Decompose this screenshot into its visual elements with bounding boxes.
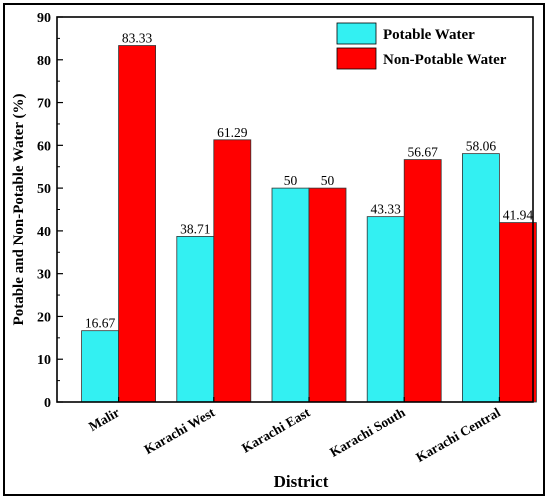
data-label: 83.33 xyxy=(122,31,153,46)
plot-area xyxy=(56,16,534,403)
potable-bar-4 xyxy=(366,216,405,403)
chart-frame xyxy=(3,3,545,496)
potable-bar-2 xyxy=(176,236,215,403)
potable-bar-3 xyxy=(271,187,310,403)
non-potable-bar-1 xyxy=(118,45,156,403)
y-tick-label: 30 xyxy=(37,268,51,283)
data-label: 38.71 xyxy=(180,221,210,236)
y-tick-label: 70 xyxy=(37,97,51,112)
legend-label-potable: Potable Water xyxy=(383,27,475,43)
y-axis-ticks: 0 10 20 30 40 50 60 70 80 90 xyxy=(37,11,63,411)
data-label: 56.67 xyxy=(408,145,439,160)
data-label: 58.06 xyxy=(466,139,497,154)
x-tick-label: Karachi East xyxy=(239,404,313,455)
x-axis-categories: Malir Karachi West Karachi East Karachi Sou… xyxy=(86,397,503,465)
x-tick-label: Malir xyxy=(86,405,122,434)
data-label: 61.29 xyxy=(217,125,248,140)
legend-swatch-non-potable xyxy=(336,47,377,70)
y-tick-label: 40 xyxy=(37,225,51,240)
y-tick-label: 20 xyxy=(37,310,51,325)
non-potable-bar-5 xyxy=(498,222,537,403)
data-label: 43.33 xyxy=(371,202,402,217)
y-tick-label: 10 xyxy=(37,353,51,368)
legend-label-non-potable: Non-Potable Water xyxy=(383,52,507,68)
potable-bar-1 xyxy=(81,330,119,403)
data-label: 41.94 xyxy=(503,208,534,223)
legend-swatch-potable xyxy=(336,22,377,45)
x-tick-label: Karachi South xyxy=(327,404,408,459)
bars xyxy=(81,45,537,403)
legend: Potable Water Non-Potable Water xyxy=(336,22,507,70)
data-label: 16.67 xyxy=(85,316,116,331)
data-label: 50 xyxy=(284,173,298,188)
y-tick-label: 50 xyxy=(37,182,51,197)
y-tick-label: 60 xyxy=(37,139,51,154)
data-label: 50 xyxy=(321,173,335,188)
y-tick-label: 80 xyxy=(37,54,51,69)
potable-bar-5 xyxy=(461,153,500,403)
x-axis-label: District xyxy=(274,472,329,491)
x-tick-label: Karachi West xyxy=(141,404,217,457)
y-axis-label: Potable and Non-Potable Water (%) xyxy=(11,94,27,326)
non-potable-bar-2 xyxy=(213,139,252,403)
data-labels: 16.67 83.33 38.71 61.29 50 50 43.33 56.67 58.06 4… xyxy=(85,31,533,331)
y-tick-label: 90 xyxy=(37,11,51,26)
non-potable-bar-4 xyxy=(403,159,442,403)
y-tick-label: 0 xyxy=(44,396,51,411)
non-potable-bar-3 xyxy=(308,187,347,403)
x-tick-label: Karachi Central xyxy=(413,404,503,465)
